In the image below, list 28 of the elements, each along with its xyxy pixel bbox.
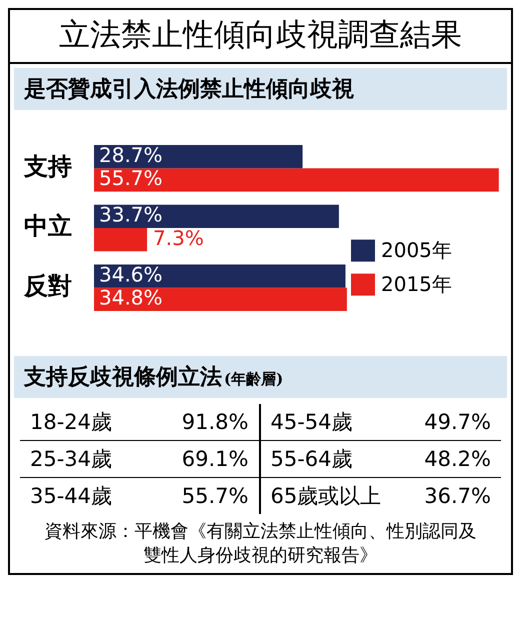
- data-label: 55.7%: [99, 166, 163, 190]
- data-label: 34.8%: [99, 286, 163, 310]
- category-label: 45-54歲: [270, 409, 353, 436]
- y-tick-label: 反對: [23, 272, 72, 300]
- y-tick-label: 支持: [23, 152, 72, 180]
- legend-label: 2005年: [381, 238, 452, 262]
- y-tick-label: 中立: [24, 212, 72, 240]
- data-label: 33.7%: [99, 202, 163, 227]
- category-label: 18-24歲: [30, 409, 112, 436]
- chart-subtitle: 是否贊成引入法例禁止性傾向歧視: [14, 68, 507, 110]
- text: 91.8%: [182, 410, 248, 434]
- text: (年齡層): [224, 370, 284, 388]
- source-note: 資料來源：平機會《有關立法禁止性傾向、性別認同及雙性人身份歧視的研究報告》: [44, 520, 478, 568]
- category-label: 25-34歲: [30, 446, 112, 473]
- category-label: 55-64歲: [270, 446, 353, 473]
- chart-title: 立法禁止性傾向歧視調查結果: [10, 10, 511, 64]
- text: 支持反歧視條例立法: [24, 364, 222, 390]
- data-label: 7.3%: [153, 226, 204, 250]
- text: 36.7%: [424, 484, 491, 508]
- data-label: 34.6%: [99, 262, 163, 286]
- text: 69.1%: [182, 447, 248, 471]
- category-label: 35-44歲: [30, 483, 112, 510]
- data-label: 28.7%: [99, 142, 163, 167]
- text: 48.2%: [424, 447, 491, 471]
- text: 49.7%: [424, 410, 491, 434]
- legend-label: 2015年: [381, 272, 452, 296]
- category-label: 65歲或以上: [270, 483, 382, 510]
- text: 55.7%: [182, 484, 248, 508]
